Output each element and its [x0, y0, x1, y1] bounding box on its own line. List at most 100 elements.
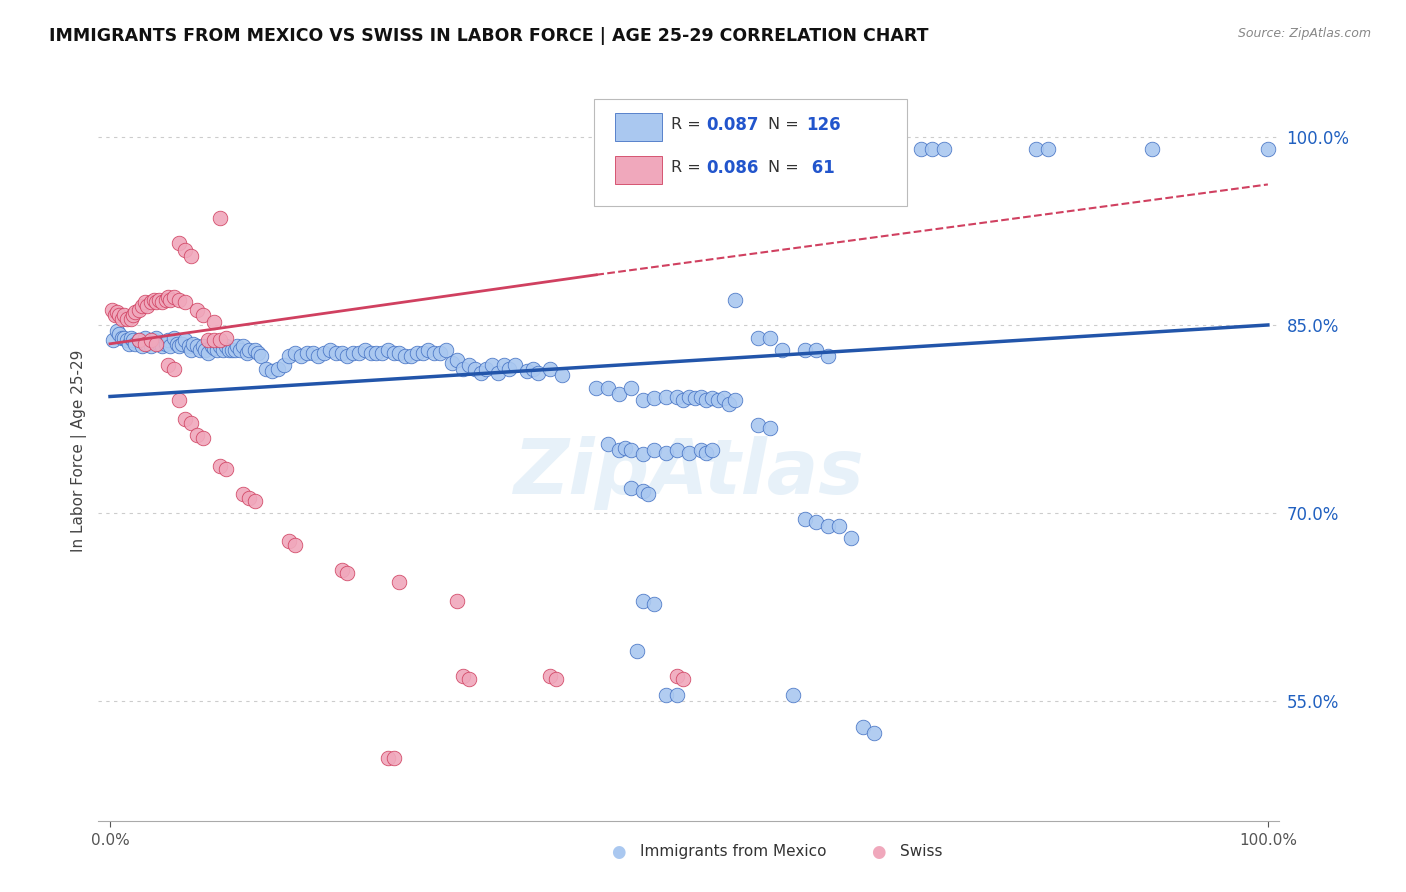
- Point: [148, 293, 170, 307]
- Point: [423, 345, 446, 359]
- Point: [108, 326, 131, 341]
- Point: [486, 366, 509, 380]
- Point: [522, 362, 544, 376]
- Point: [394, 349, 416, 363]
- Point: [301, 345, 323, 359]
- Point: [700, 391, 723, 405]
- Point: [544, 672, 567, 686]
- Point: [243, 493, 266, 508]
- Y-axis label: In Labor Force | Age 25-29: In Labor Force | Age 25-29: [72, 350, 87, 551]
- Point: [186, 302, 208, 317]
- Point: [139, 295, 162, 310]
- Point: [325, 345, 347, 359]
- Point: [637, 487, 659, 501]
- Point: [163, 362, 186, 376]
- Point: [232, 339, 254, 353]
- Point: [145, 330, 167, 344]
- Point: [104, 308, 127, 322]
- Point: [1036, 142, 1059, 156]
- Point: [307, 349, 329, 363]
- Point: [793, 343, 815, 357]
- Point: [174, 243, 197, 257]
- Point: [319, 343, 342, 357]
- Point: [238, 491, 260, 505]
- Point: [759, 421, 782, 435]
- Point: [191, 339, 214, 353]
- Point: [470, 366, 492, 380]
- Point: [707, 393, 730, 408]
- Point: [475, 362, 498, 376]
- Point: [817, 518, 839, 533]
- Point: [136, 299, 159, 313]
- Point: [284, 345, 307, 359]
- Point: [295, 345, 318, 359]
- Point: [120, 330, 142, 344]
- Point: [446, 594, 468, 608]
- Text: Source: ZipAtlas.com: Source: ZipAtlas.com: [1237, 27, 1371, 40]
- Point: [412, 345, 434, 359]
- Point: [180, 343, 202, 357]
- Point: [527, 366, 550, 380]
- Point: [336, 566, 359, 581]
- Point: [464, 362, 486, 376]
- Point: [700, 443, 723, 458]
- Point: [201, 339, 224, 353]
- Point: [620, 381, 643, 395]
- Point: [131, 299, 153, 313]
- Point: [191, 431, 214, 445]
- Point: [330, 345, 353, 359]
- Point: [440, 356, 463, 370]
- Point: [921, 142, 943, 156]
- Point: [839, 531, 862, 545]
- Point: [314, 345, 336, 359]
- Point: [550, 368, 572, 383]
- Point: [655, 688, 678, 702]
- Point: [353, 343, 375, 357]
- Point: [609, 443, 631, 458]
- Text: 61: 61: [806, 159, 835, 177]
- Text: 0.086: 0.086: [707, 159, 759, 177]
- Point: [122, 333, 145, 347]
- Text: ●: ●: [872, 843, 886, 861]
- Point: [418, 343, 440, 357]
- Point: [249, 349, 271, 363]
- Point: [139, 339, 162, 353]
- Point: [110, 311, 132, 326]
- Point: [695, 393, 717, 408]
- Point: [284, 538, 307, 552]
- Point: [145, 295, 167, 310]
- Point: [156, 333, 179, 347]
- Point: [666, 443, 689, 458]
- Point: [377, 343, 399, 357]
- Point: [166, 336, 188, 351]
- Point: [1257, 142, 1279, 156]
- Point: [202, 316, 225, 330]
- Point: [643, 597, 665, 611]
- Point: [278, 349, 301, 363]
- Point: [371, 345, 394, 359]
- Point: [103, 333, 125, 347]
- Point: [221, 343, 243, 357]
- Point: [243, 343, 266, 357]
- Point: [194, 343, 217, 357]
- Point: [434, 343, 457, 357]
- Point: [155, 293, 177, 307]
- Point: [174, 333, 197, 347]
- Point: [614, 441, 637, 455]
- Point: [492, 358, 515, 372]
- Point: [226, 339, 249, 353]
- Text: 126: 126: [806, 116, 841, 134]
- Point: [156, 358, 179, 372]
- Point: [122, 308, 145, 322]
- Point: [347, 345, 370, 359]
- Point: [148, 336, 170, 351]
- Point: [218, 343, 240, 357]
- Point: [631, 594, 654, 608]
- Point: [128, 333, 150, 347]
- FancyBboxPatch shape: [614, 156, 662, 184]
- Point: [585, 381, 607, 395]
- Point: [643, 391, 665, 405]
- Point: [188, 343, 211, 357]
- Point: [215, 330, 238, 344]
- Point: [208, 333, 231, 347]
